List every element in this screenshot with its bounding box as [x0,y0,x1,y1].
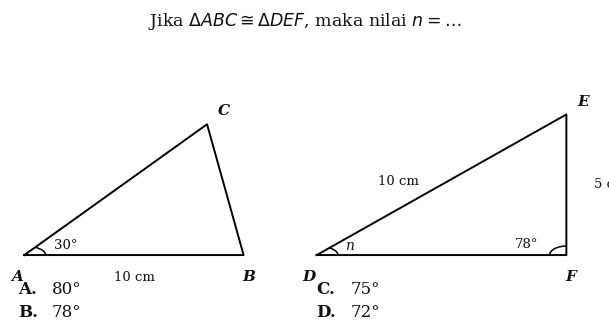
Text: E: E [577,95,589,109]
Text: n: n [345,239,354,253]
Text: Jika $\Delta ABC \cong \Delta DEF$, maka nilai $n = \ldots$: Jika $\Delta ABC \cong \Delta DEF$, maka… [148,11,461,32]
Text: D: D [303,270,316,284]
Text: 78°: 78° [52,304,82,321]
Text: 80°: 80° [52,281,82,298]
Text: B.: B. [18,304,38,321]
Text: 78°: 78° [515,238,538,251]
Text: 10 cm: 10 cm [113,271,155,284]
Text: 72°: 72° [350,304,380,321]
Text: F: F [566,270,577,284]
Text: C: C [218,104,230,118]
Text: 75°: 75° [350,281,379,298]
Text: A: A [11,270,23,284]
Text: B: B [242,270,255,284]
Text: C.: C. [317,281,336,298]
Text: A.: A. [18,281,37,298]
Text: D.: D. [317,304,336,321]
Text: 10 cm: 10 cm [378,175,420,188]
Text: 30°: 30° [54,239,77,252]
Text: 5 cm: 5 cm [594,178,609,191]
